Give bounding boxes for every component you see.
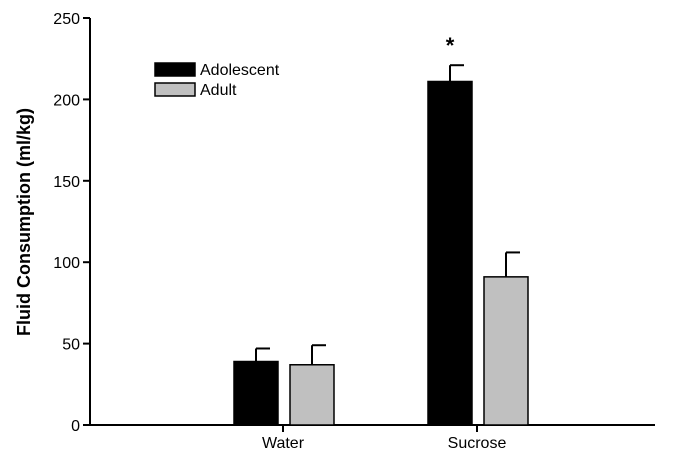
y-tick-label: 0	[71, 418, 80, 435]
bar-adolescent-water	[233, 360, 279, 426]
legend: Adolescent Adult	[154, 62, 280, 99]
x-tick-label: Sucrose	[448, 435, 507, 452]
significance-marker: *	[446, 33, 455, 58]
x-tick-label: Water	[262, 435, 305, 452]
y-axis-title: Fluid Consumption (ml/kg)	[14, 108, 34, 336]
legend-label-adolescent: Adolescent	[200, 62, 280, 79]
y-tick-label: 100	[53, 255, 80, 272]
y-tick-label: 200	[53, 92, 80, 109]
legend-label-adult: Adult	[200, 82, 237, 99]
bars: *	[233, 33, 529, 426]
legend-swatch-adult	[154, 82, 196, 97]
axes: 0 50 100 150 200 250 Water Sucrose	[53, 11, 655, 452]
y-tick-label: 150	[53, 174, 80, 191]
bar-adult-water	[289, 364, 335, 426]
bar-adolescent-sucrose	[427, 80, 473, 426]
bar-adult-sucrose	[483, 276, 529, 426]
y-tick-label: 50	[62, 337, 80, 354]
y-tick-label: 250	[53, 11, 80, 28]
legend-swatch-adolescent	[154, 62, 196, 77]
